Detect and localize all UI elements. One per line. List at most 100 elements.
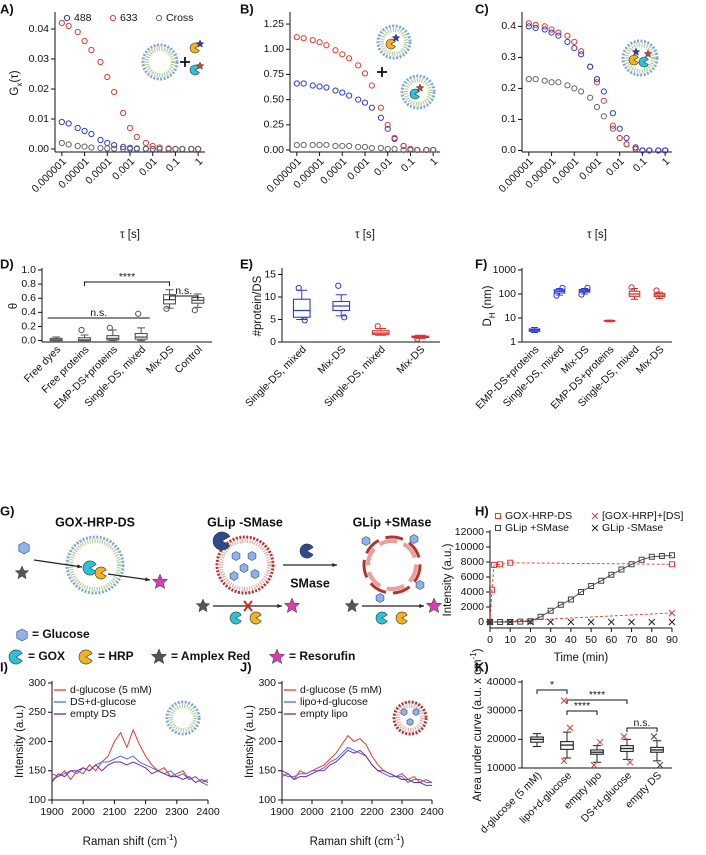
x-tick-label: 1900 [270, 806, 294, 818]
y-tick-label: 8000 [461, 556, 485, 568]
marker [149, 145, 156, 153]
x-tick-label: 0.0001 [550, 155, 581, 186]
blocked-mark [243, 600, 253, 612]
marker [618, 566, 625, 573]
x-tick-label: 2300 [390, 806, 414, 818]
whisker-low [652, 752, 662, 762]
x-tick-label: 2400 [420, 806, 444, 818]
marker [487, 619, 493, 625]
marker [541, 23, 548, 30]
marker [97, 145, 104, 152]
legend-label: empty DS [70, 708, 116, 720]
star-icon [283, 597, 301, 614]
marker [600, 113, 607, 120]
x-tick-label: 0.0001 [83, 155, 114, 186]
marker [623, 134, 630, 142]
star-icon [268, 648, 286, 665]
pacman-icon [94, 566, 107, 580]
marker [656, 761, 664, 769]
x-tick-label: 2300 [165, 806, 189, 818]
series-line [51, 755, 209, 786]
x-tick-label: 0 [487, 634, 493, 646]
x-axis-label-part: -1 [166, 833, 174, 842]
whisker-low [532, 742, 542, 747]
marker [88, 46, 95, 54]
pacman-icon [78, 649, 93, 665]
connector-line [490, 554, 673, 623]
legend-label: 633 [120, 12, 138, 24]
marker [191, 307, 198, 314]
marker [391, 134, 398, 141]
whisker-high [532, 733, 542, 738]
hexagon-icon [415, 580, 425, 590]
marker [384, 121, 391, 128]
y-axis-label: Area under curve (a.u. x cm-1) [469, 648, 484, 801]
x-tick-label: 20 [525, 634, 537, 646]
marker [301, 317, 308, 324]
marker [658, 553, 665, 559]
marker [111, 142, 118, 149]
marker [58, 139, 65, 147]
marker [300, 35, 307, 42]
y-tick-label: 0.25 [264, 119, 285, 131]
marker [295, 284, 302, 292]
legend-text: = Amplex Red [171, 649, 250, 663]
significance-bracket [84, 281, 170, 286]
y-axis-label: DH (nm) [482, 285, 497, 326]
vesicle-tails [145, 47, 175, 77]
hexagon-icon [231, 551, 241, 561]
marker [120, 109, 127, 117]
y-axis-label-part: (nm) [482, 285, 494, 312]
y-tick-label: 4000 [461, 586, 485, 598]
legend-label: lipo+d-glucose [300, 696, 368, 708]
marker [587, 618, 595, 626]
x-tick-label: Mix-DS [144, 344, 177, 377]
marker [346, 92, 353, 99]
marker [578, 291, 585, 298]
y-tick-label: 1.0 [21, 264, 36, 276]
y-tick-label: 15 [264, 268, 276, 280]
marker [628, 284, 635, 291]
marker [88, 130, 95, 138]
x-tick-label: 1 [660, 155, 673, 168]
diagram-title: GOX-HRP-DS [55, 515, 135, 529]
pacman-icon [375, 611, 388, 625]
significance-bracket [536, 689, 568, 694]
y-tick-label: 0.75 [264, 68, 285, 80]
hexagon-icon [239, 563, 249, 573]
legend-label: GOX-HRP-DS [505, 510, 572, 522]
y-tick-label: 20000 [487, 733, 516, 745]
whisker-high [562, 731, 572, 742]
marker [593, 103, 601, 111]
marker [525, 20, 532, 27]
marker [571, 45, 578, 52]
legend-text: = GOX [28, 649, 65, 663]
y-axis-label-part: H [488, 312, 497, 318]
marker [341, 314, 348, 321]
legend-swatch [109, 14, 117, 22]
marker [97, 136, 104, 144]
marker [609, 110, 616, 117]
y-tick-label: 100 [258, 794, 276, 806]
hexagon-icon [250, 569, 260, 579]
x-tick-label: 50 [585, 634, 597, 646]
legend-text: = HRP [98, 649, 134, 663]
marker [309, 141, 316, 149]
diagram-title: GLip -SMase [207, 515, 283, 529]
significance-label: **** [574, 700, 590, 712]
series-line [281, 734, 433, 784]
vesicle-heads [215, 535, 275, 595]
pacman-icon [638, 56, 649, 68]
marker [567, 618, 575, 626]
whisker-low [622, 751, 632, 760]
x-tick-label: 2200 [134, 806, 158, 818]
star-icon [425, 597, 443, 614]
arrow [107, 573, 151, 581]
x-tick-label: 2100 [330, 806, 354, 818]
marker [74, 142, 81, 150]
whisker-low [335, 310, 347, 317]
marker [578, 51, 585, 58]
significance-bracket [626, 727, 658, 732]
pacman-icon [82, 560, 97, 576]
significance-label: n.s. [634, 717, 651, 729]
